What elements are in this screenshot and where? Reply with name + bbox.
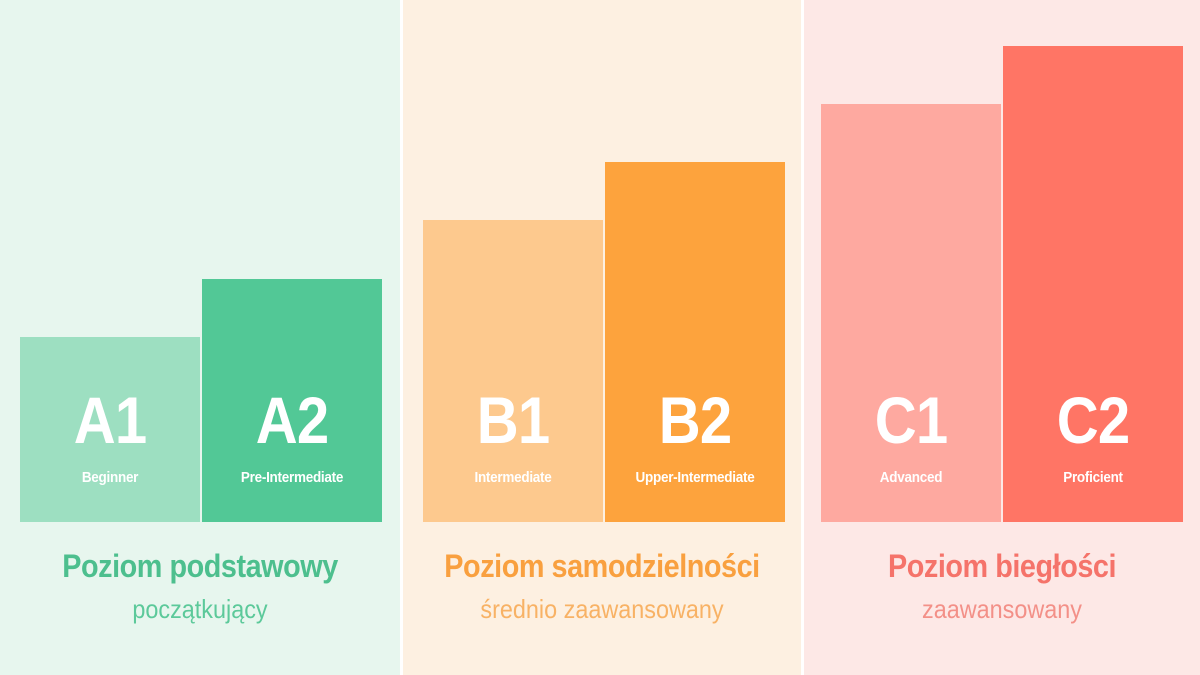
level-code: B1 xyxy=(476,383,550,457)
level-bar-c2: C2 Proficient xyxy=(1003,46,1183,522)
level-bar-b2: B2 Upper-Intermediate xyxy=(605,162,785,522)
level-name: Pre-Intermediate xyxy=(240,469,344,486)
group-title: Poziom podstawowy xyxy=(62,548,338,584)
group-subtitle: zaawansowany xyxy=(921,594,1083,624)
level-name: Proficient xyxy=(1063,469,1123,486)
level-bar-c1: C1 Advanced xyxy=(821,104,1001,522)
level-bar-a2: A2 Pre-Intermediate xyxy=(202,279,382,522)
group-subtitle: średnio zaawansowany xyxy=(480,594,724,624)
level-name: Intermediate xyxy=(474,469,552,486)
level-name: Advanced xyxy=(879,469,943,486)
level-code: A1 xyxy=(73,383,147,457)
level-code: B2 xyxy=(658,383,732,457)
group-subtitle: początkujący xyxy=(132,594,268,624)
level-group-panel: A1 Beginner A2 Pre-Intermediate Poziom podst… xyxy=(0,0,400,675)
level-group-panel: C1 Advanced C2 Proficient Poziom biegłości za… xyxy=(804,0,1200,675)
group-title: Poziom biegłości xyxy=(887,548,1117,584)
level-group-panel: B1 Intermediate B2 Upper-Intermediate Poziom… xyxy=(403,0,801,675)
level-code: C2 xyxy=(1056,383,1130,457)
group-title: Poziom samodzielności xyxy=(444,548,760,584)
level-code: C1 xyxy=(874,383,948,457)
level-code: A2 xyxy=(255,383,329,457)
level-bar-b1: B1 Intermediate xyxy=(423,220,603,522)
level-name: Upper-Intermediate xyxy=(635,469,755,486)
level-bar-a1: A1 Beginner xyxy=(20,337,200,522)
level-name: Beginner xyxy=(81,469,139,486)
